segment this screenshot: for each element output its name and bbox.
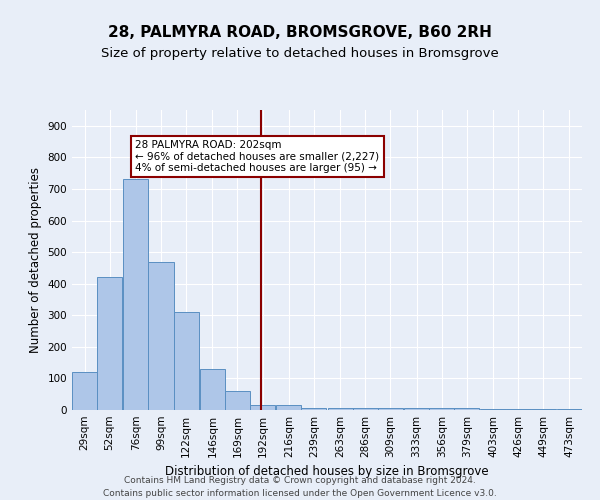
Bar <box>200 369 225 410</box>
Bar <box>124 180 148 410</box>
Bar <box>72 372 97 410</box>
Text: Contains HM Land Registry data © Crown copyright and database right 2024.: Contains HM Land Registry data © Crown c… <box>124 476 476 485</box>
X-axis label: Distribution of detached houses by size in Bromsgrove: Distribution of detached houses by size … <box>165 466 489 478</box>
Bar <box>250 406 275 410</box>
Bar <box>276 406 301 410</box>
Y-axis label: Number of detached properties: Number of detached properties <box>29 167 42 353</box>
Bar <box>378 408 403 410</box>
Bar <box>173 312 199 410</box>
Text: 28 PALMYRA ROAD: 202sqm
← 96% of detached houses are smaller (2,227)
4% of semi-: 28 PALMYRA ROAD: 202sqm ← 96% of detache… <box>136 140 379 173</box>
Bar <box>404 408 429 410</box>
Bar <box>225 391 250 410</box>
Text: 28, PALMYRA ROAD, BROMSGROVE, B60 2RH: 28, PALMYRA ROAD, BROMSGROVE, B60 2RH <box>108 25 492 40</box>
Bar <box>429 408 454 410</box>
Bar <box>353 408 378 410</box>
Text: Contains public sector information licensed under the Open Government Licence v3: Contains public sector information licen… <box>103 488 497 498</box>
Bar <box>301 408 326 410</box>
Bar <box>148 262 173 410</box>
Bar <box>97 278 122 410</box>
Bar <box>454 408 479 410</box>
Bar <box>328 408 353 410</box>
Text: Size of property relative to detached houses in Bromsgrove: Size of property relative to detached ho… <box>101 48 499 60</box>
